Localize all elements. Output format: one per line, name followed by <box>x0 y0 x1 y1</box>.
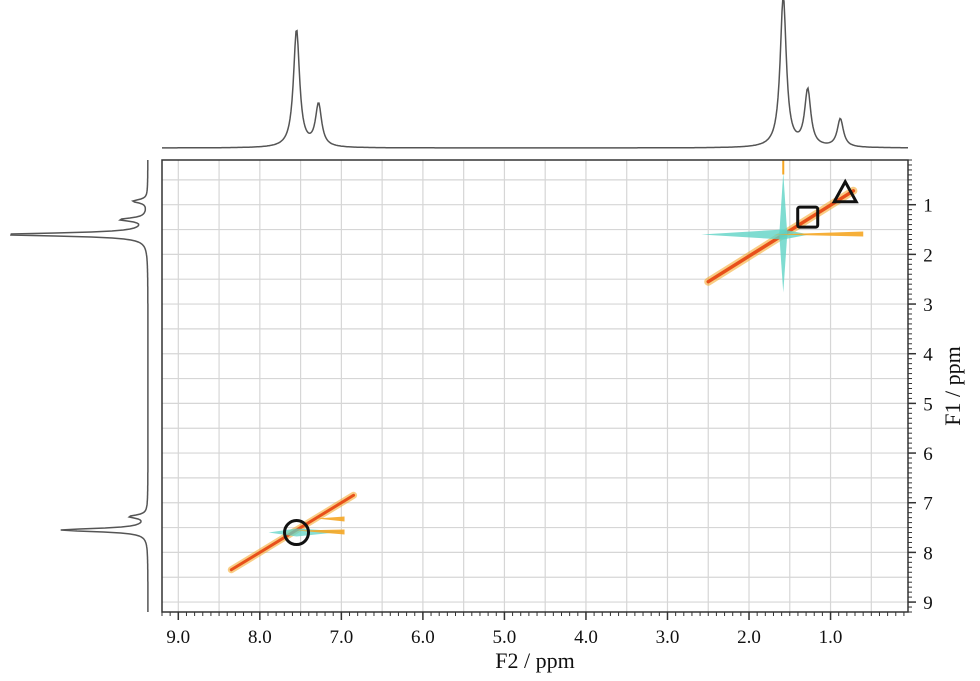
x-tick-label: 4.0 <box>574 627 598 648</box>
plot-border <box>161 159 909 613</box>
x-tick-label: 1.0 <box>819 627 843 648</box>
left-spectrum-trace <box>9 160 149 612</box>
orange-contour-wing <box>773 231 864 237</box>
y-tick-label: 7 <box>923 494 933 515</box>
y-tick-label: 2 <box>923 245 933 266</box>
y-tick-label: 5 <box>923 394 933 415</box>
y-tick-label: 6 <box>923 444 933 465</box>
top-1d-projection <box>162 0 908 149</box>
x-tick-label: 3.0 <box>656 627 680 648</box>
circle-marker <box>283 519 311 547</box>
y-tick-label: 1 <box>923 196 933 217</box>
square-marker <box>796 205 820 229</box>
y-axis-title: F1 / ppm <box>940 346 965 425</box>
triangle-marker <box>831 178 859 204</box>
orange-contour-aromatic-upper <box>316 516 345 522</box>
top-spectrum-trace <box>162 0 908 149</box>
axis-ticks: 9.0 8.0 7.0 6.0 5.0 4.0 3.0 2.0 1.0 1 2 3 4 5 6 7 8 9 <box>161 159 933 648</box>
x-tick-label: 6.0 <box>411 627 435 648</box>
peak-markers <box>283 178 859 547</box>
left-1d-projection <box>9 160 149 612</box>
cyan-contour-vertical <box>779 172 788 293</box>
contour-peaks <box>227 159 864 574</box>
x-tick-label: 8.0 <box>248 627 272 648</box>
y-tick-label: 8 <box>923 543 933 564</box>
y-tick-label: 3 <box>923 295 933 316</box>
x-axis-title: F2 / ppm <box>495 648 574 673</box>
x-tick-label: 2.0 <box>737 627 761 648</box>
x-tick-label: 7.0 <box>329 627 353 648</box>
plot-frame <box>161 159 909 613</box>
y-tick-label: 4 <box>923 345 933 366</box>
x-tick-label: 5.0 <box>493 627 517 648</box>
x-tick-label: 9.0 <box>166 627 190 648</box>
y-tick-label: 9 <box>923 593 933 614</box>
